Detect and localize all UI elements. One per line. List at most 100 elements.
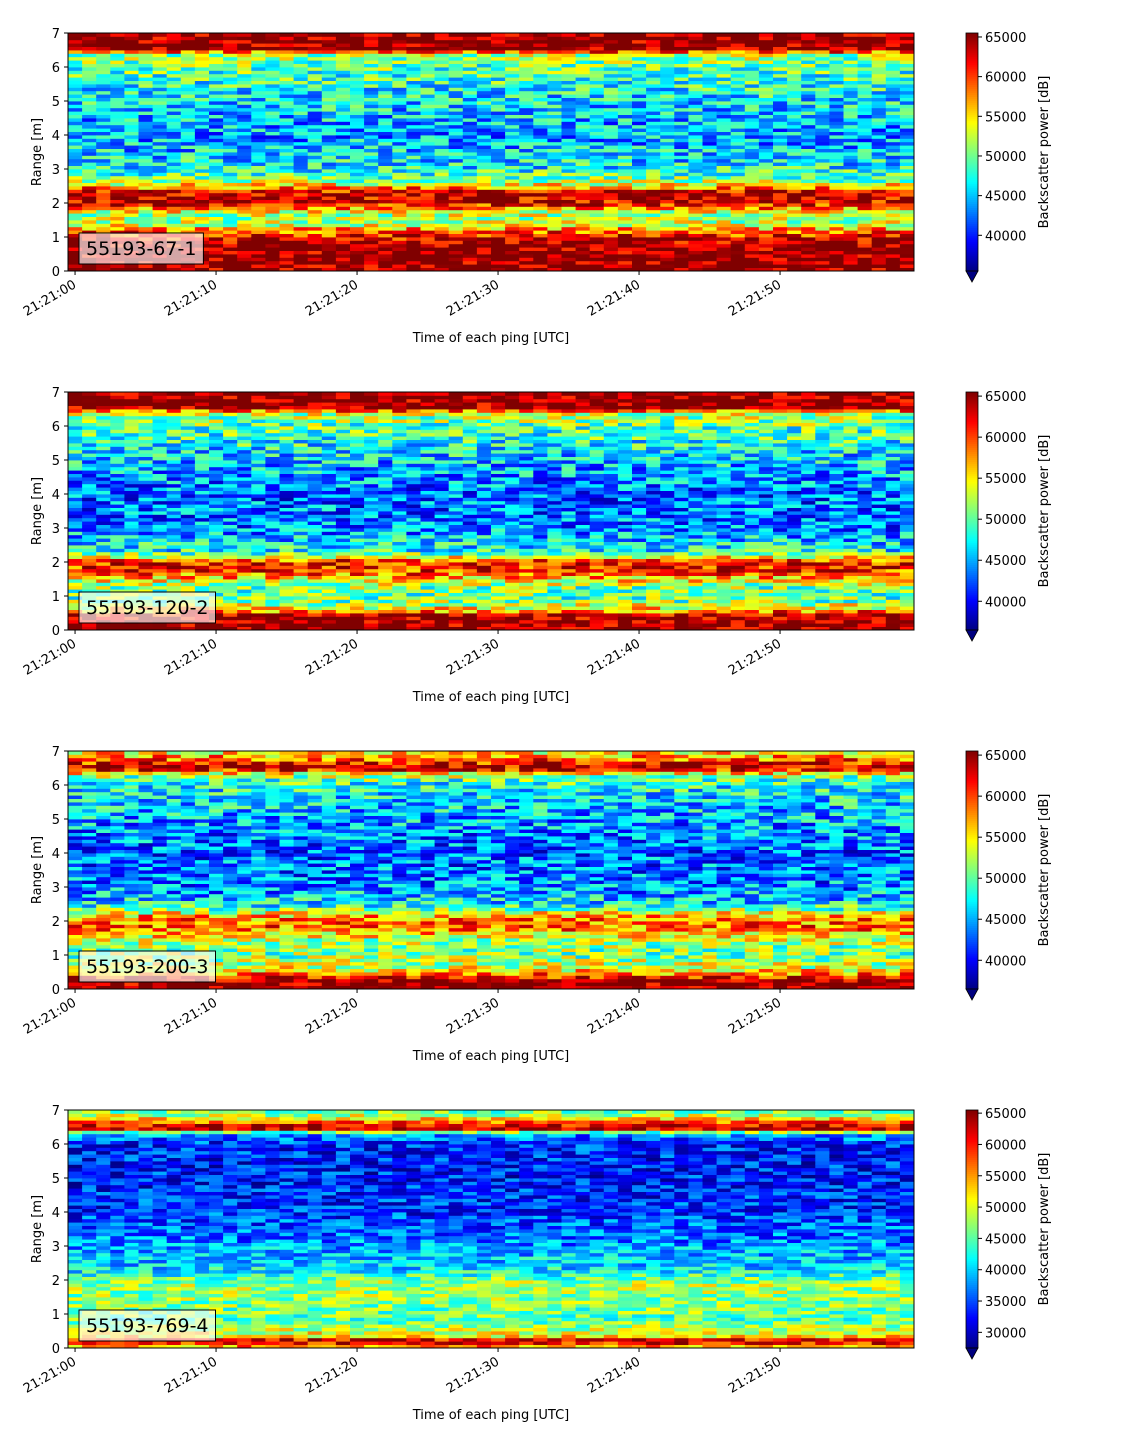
- heatmap-cell: [603, 145, 619, 149]
- heatmap-cell: [406, 237, 421, 241]
- heatmap-cell: [688, 148, 703, 153]
- heatmap-cell: [533, 226, 548, 231]
- heatmap-cell: [533, 209, 548, 214]
- heatmap-cell: [632, 94, 647, 98]
- heatmap-cell: [279, 257, 294, 262]
- heatmap-cell: [547, 60, 562, 64]
- heatmap-cell: [138, 107, 153, 112]
- heatmap-cell: [392, 175, 407, 180]
- heatmap-cell: [194, 175, 210, 180]
- heatmap-cell: [223, 250, 238, 255]
- heatmap-cell: [491, 240, 506, 245]
- heatmap-cell: [180, 46, 196, 51]
- heatmap-cell: [82, 128, 97, 132]
- heatmap-cell: [223, 145, 238, 149]
- heatmap-cell: [209, 141, 224, 146]
- heatmap-cell: [265, 39, 280, 44]
- heatmap-cell: [251, 230, 266, 234]
- heatmap-cell: [773, 128, 788, 132]
- heatmap-cell: [448, 192, 464, 197]
- heatmap-cell: [82, 579, 97, 583]
- heatmap-cell: [364, 46, 379, 51]
- heatmap-cell: [674, 111, 689, 115]
- heatmap-cell: [885, 257, 901, 262]
- heatmap-cell: [505, 264, 520, 268]
- heatmap-cell: [293, 33, 309, 37]
- heatmap-cell: [293, 46, 309, 51]
- heatmap-cell: [646, 43, 661, 47]
- heatmap-cell: [378, 67, 393, 71]
- heatmap-cell: [166, 87, 182, 92]
- heatmap-cell: [392, 111, 407, 115]
- heatmap-cell: [223, 84, 238, 88]
- heatmap-cell: [871, 240, 887, 245]
- heatmap-cell: [166, 477, 182, 481]
- heatmap-cell: [801, 33, 816, 37]
- heatmap-cell: [180, 494, 196, 498]
- heatmap-cell: [660, 94, 675, 98]
- heatmap-cell: [194, 192, 210, 197]
- heatmap-cell: [476, 209, 492, 214]
- heatmap-cell: [166, 77, 182, 81]
- heatmap-cell: [815, 60, 830, 64]
- heatmap-cell: [505, 111, 520, 115]
- heatmap-cell: [279, 169, 294, 173]
- heatmap-cell: [730, 60, 746, 64]
- heatmap-cell: [519, 203, 534, 207]
- heatmap-cell: [110, 97, 125, 102]
- heatmap-cell: [899, 124, 915, 129]
- heatmap-cell: [420, 101, 435, 105]
- heatmap-cell: [335, 220, 351, 224]
- heatmap-cell: [730, 114, 746, 119]
- heatmap-cell: [871, 254, 887, 258]
- heatmap-cell: [166, 131, 182, 136]
- heatmap-cell: [166, 39, 182, 44]
- heatmap-cell: [448, 186, 464, 190]
- heatmap-cell: [448, 264, 464, 268]
- colorbar-step: [966, 42, 978, 46]
- heatmap-cell: [265, 230, 280, 234]
- heatmap-cell: [476, 36, 492, 41]
- heatmap-cell: [279, 124, 294, 129]
- heatmap-cell: [420, 169, 435, 173]
- heatmap-cell: [716, 104, 732, 109]
- heatmap-cell: [378, 33, 393, 37]
- heatmap-cell: [547, 257, 562, 262]
- heatmap-cell: [166, 507, 182, 512]
- heatmap-cell: [265, 223, 280, 228]
- heatmap-cell: [603, 138, 619, 143]
- heatmap-cell: [392, 260, 407, 265]
- heatmap-cell: [561, 216, 576, 221]
- heatmap-cell: [716, 148, 732, 153]
- heatmap-cell: [871, 257, 887, 262]
- heatmap-cell: [166, 575, 182, 580]
- heatmap-cell: [82, 56, 97, 61]
- heatmap-cell: [462, 104, 478, 109]
- heatmap-cell: [801, 267, 816, 272]
- heatmap-cell: [138, 477, 153, 481]
- heatmap-cell: [335, 67, 351, 71]
- heatmap-cell: [448, 33, 464, 37]
- heatmap-cell: [265, 192, 280, 197]
- heatmap-cell: [251, 257, 266, 262]
- heatmap-cell: [716, 233, 732, 238]
- heatmap-cell: [462, 216, 478, 221]
- heatmap-cell: [660, 206, 675, 211]
- heatmap-cell: [899, 36, 915, 41]
- heatmap-cell: [462, 209, 478, 214]
- heatmap-cell: [519, 175, 534, 180]
- heatmap-cell: [617, 70, 633, 75]
- heatmap-cell: [603, 131, 619, 136]
- heatmap-cell: [519, 87, 534, 92]
- heatmap-cell: [603, 247, 619, 251]
- heatmap-cell: [632, 213, 647, 217]
- heatmap-cell: [702, 260, 717, 265]
- heatmap-cell: [209, 114, 224, 119]
- heatmap-cell: [138, 264, 153, 268]
- heatmap-cell: [223, 138, 238, 143]
- heatmap-cell: [688, 141, 703, 146]
- heatmap-cell: [801, 182, 816, 187]
- heatmap-cell: [899, 267, 915, 272]
- heatmap-cell: [730, 84, 746, 88]
- heatmap-cell: [110, 565, 125, 570]
